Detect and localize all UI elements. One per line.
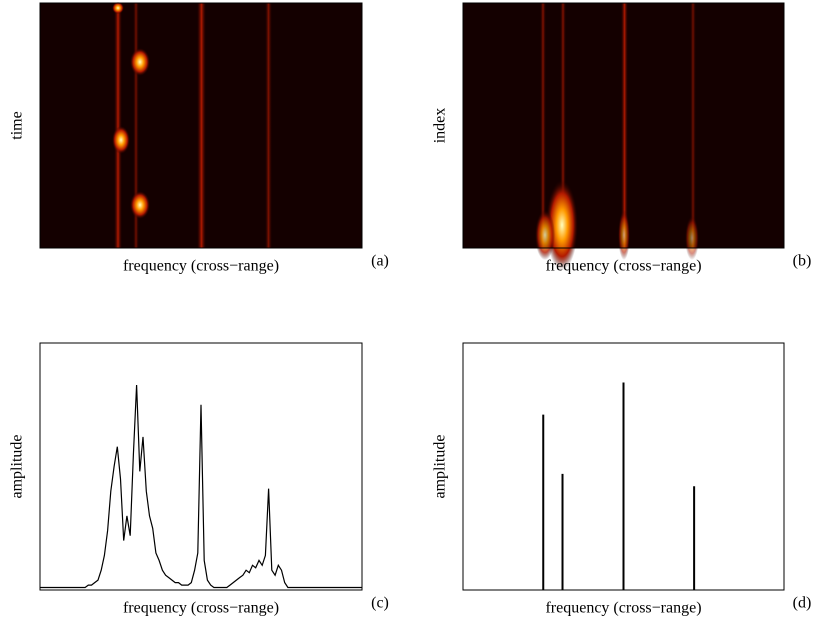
heatmap-a xyxy=(39,2,363,249)
x-axis-label: frequency (cross−range) xyxy=(545,258,701,275)
plot-frame xyxy=(39,342,363,591)
x-axis-label: frequency (cross−range) xyxy=(545,600,701,617)
y-axis-label: amplitude xyxy=(432,435,449,499)
y-axis-label: time xyxy=(9,111,26,139)
y-axis-label: amplitude xyxy=(9,435,26,499)
panel-label: (b) xyxy=(793,253,812,270)
panel-label: (d) xyxy=(793,595,812,612)
line xyxy=(40,384,362,589)
y-axis-label: index xyxy=(432,108,449,144)
panel-label: (a) xyxy=(371,253,389,270)
x-axis-label: frequency (cross−range) xyxy=(123,258,279,275)
heatmap-b xyxy=(462,2,785,270)
panel-label: (c) xyxy=(371,595,389,612)
x-axis-label: frequency (cross−range) xyxy=(123,600,279,617)
